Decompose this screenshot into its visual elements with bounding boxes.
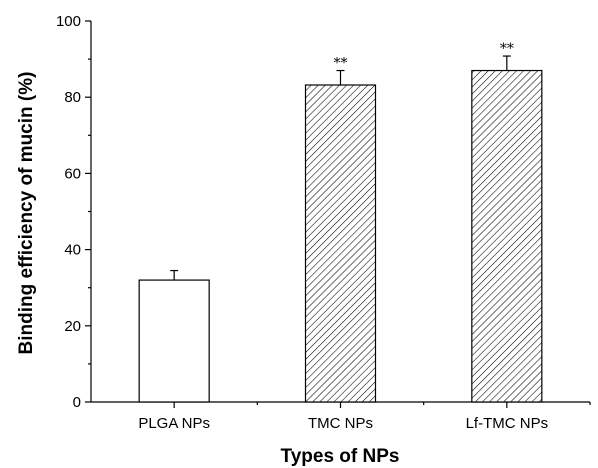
x-tick-label: TMC NPs bbox=[308, 415, 373, 432]
bar bbox=[304, 84, 377, 403]
y-tick-label: 0 bbox=[73, 394, 81, 411]
significance-label: ** bbox=[500, 41, 514, 57]
y-tick-label: 100 bbox=[56, 13, 81, 30]
bar bbox=[471, 69, 543, 403]
y-axis-title: Binding efficiency of mucin (%) bbox=[16, 72, 37, 355]
x-tick-label: Lf-TMC NPs bbox=[466, 415, 549, 432]
y-tick-label: 40 bbox=[64, 242, 81, 259]
plot-area: 0 20 40 60 80 100 PLGA NPs ** TMC NPs ** Lf-TMC NP… bbox=[56, 13, 591, 432]
x-axis-title: Types of NPs bbox=[281, 446, 400, 467]
significance-label: ** bbox=[334, 56, 348, 72]
y-tick-label: 20 bbox=[64, 318, 81, 335]
bar bbox=[138, 279, 210, 403]
y-tick-label: 60 bbox=[64, 165, 81, 182]
x-tick-label: PLGA NPs bbox=[138, 415, 210, 432]
y-tick-label: 80 bbox=[64, 89, 81, 106]
